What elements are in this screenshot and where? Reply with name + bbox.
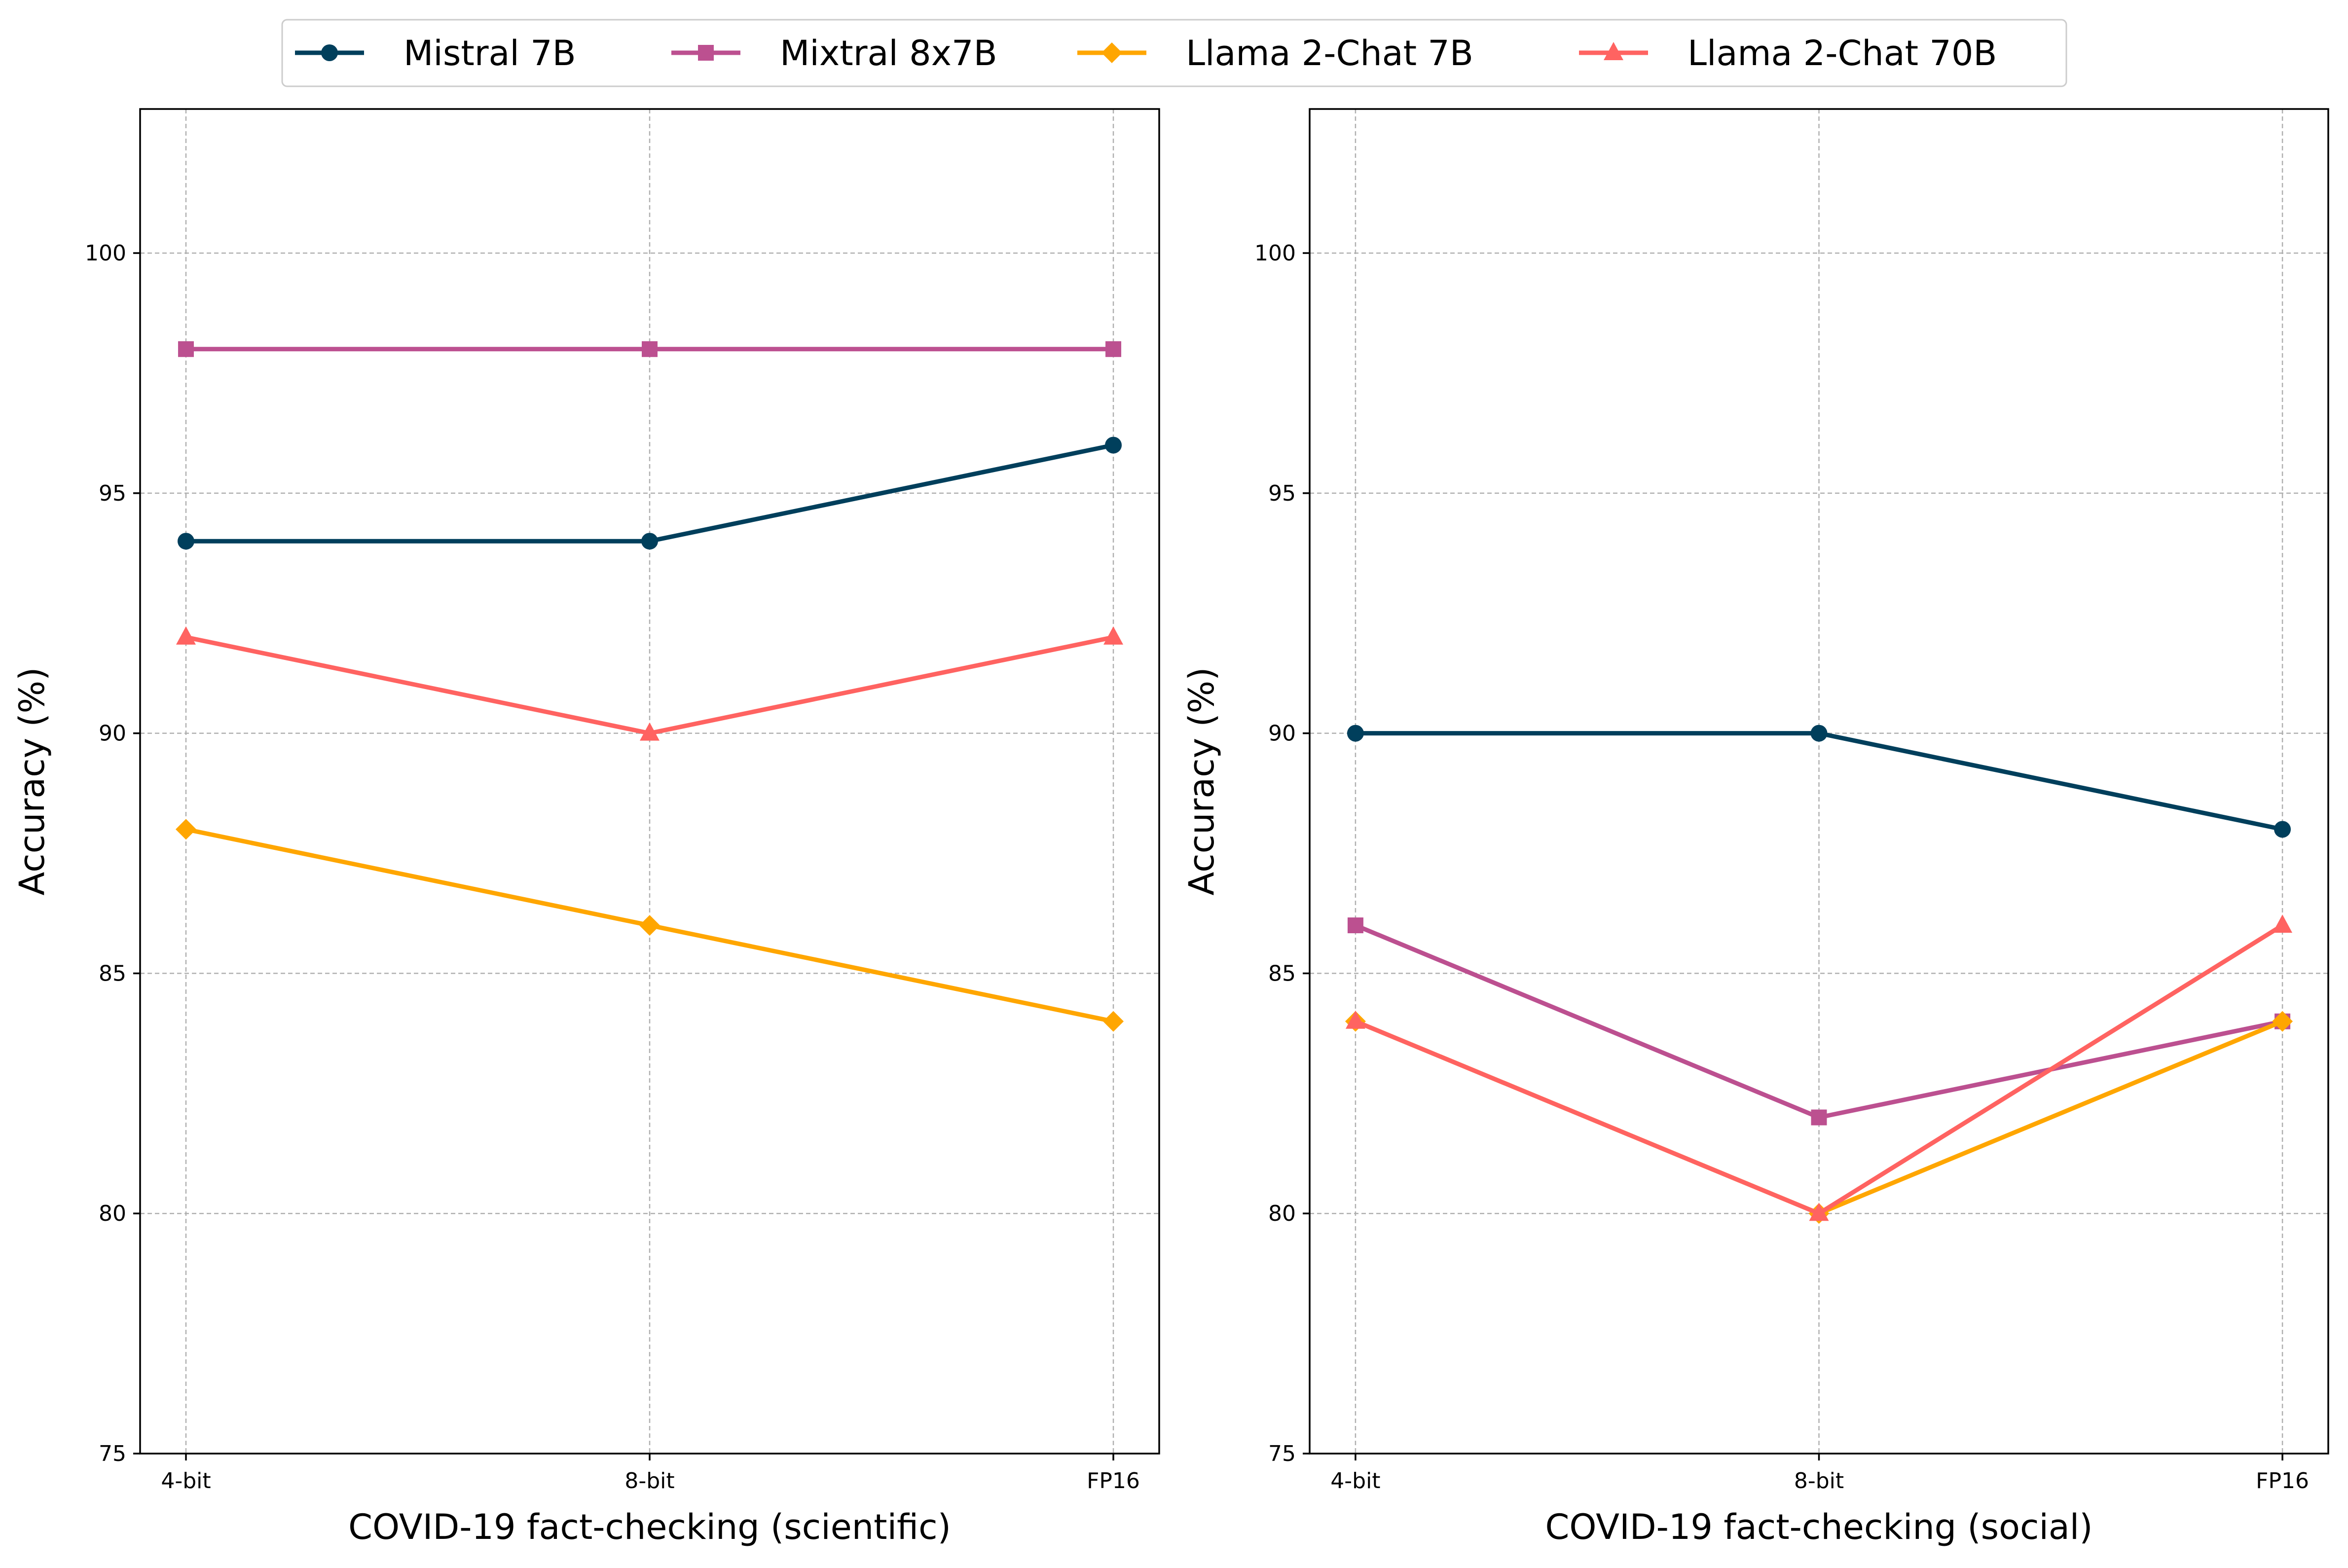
left-y-axis-title: Accuracy (%) xyxy=(12,667,52,896)
data-point-llama-2-chat-7b-fp16 xyxy=(2272,1011,2293,1032)
data-point-mistral-7b-8-bit xyxy=(641,533,658,550)
series-mistral-7b xyxy=(1347,725,2291,838)
data-point-mistral-7b-4-bit xyxy=(1347,725,1364,742)
data-point-mixtral-8x7b-fp16 xyxy=(1105,341,1122,357)
data-point-mixtral-8x7b-4-bit xyxy=(1347,917,1363,934)
y-tick-label-85: 85 xyxy=(99,961,126,986)
data-point-mistral-7b-fp16 xyxy=(2274,821,2291,838)
y-tick-label-95: 95 xyxy=(1268,481,1296,506)
series-mixtral-8x7b xyxy=(1347,917,2291,1126)
data-point-mistral-7b-4-bit xyxy=(177,533,194,550)
y-tick-label-75: 75 xyxy=(1268,1441,1296,1466)
y-tick-label-100: 100 xyxy=(1254,241,1296,266)
legend-label-llama-2-chat-7b: Llama 2-Chat 7B xyxy=(1186,33,1473,73)
series-llama-2-chat-70b xyxy=(176,626,1124,741)
legend-box xyxy=(281,19,2067,87)
legend-marker-mixtral-8x7b xyxy=(698,45,714,61)
series-mistral-7b xyxy=(177,437,1122,550)
legend-entry-mixtral-8x7b: Mixtral 8x7B xyxy=(671,33,997,73)
legend-entry-mistral-7b: Mistral 7B xyxy=(295,33,576,73)
legend-label-mistral-7b: Mistral 7B xyxy=(404,33,576,73)
y-tick-label-95: 95 xyxy=(99,481,126,506)
x-tick-label-4-bit: 4-bit xyxy=(161,1468,211,1494)
x-tick-label-fp16: FP16 xyxy=(1087,1468,1140,1494)
series-llama-2-chat-70b xyxy=(1345,914,2293,1221)
data-point-llama-2-chat-70b-8-bit xyxy=(640,722,660,741)
y-tick-label-80: 80 xyxy=(99,1201,126,1226)
right-grid xyxy=(1310,109,2328,1455)
left-x-axis-title: COVID-19 fact-checking (scientific) xyxy=(348,1507,951,1547)
right-y-axis-title: Accuracy (%) xyxy=(1181,667,1222,896)
data-point-mixtral-8x7b-4-bit xyxy=(178,341,194,357)
legend-label-mixtral-8x7b: Mixtral 8x7B xyxy=(780,33,997,73)
legend-label-llama-2-chat-70b: Llama 2-Chat 70B xyxy=(1688,33,1997,73)
x-tick-label-8-bit: 8-bit xyxy=(1794,1468,1844,1494)
data-point-mistral-7b-8-bit xyxy=(1810,725,1828,742)
x-tick-label-4-bit: 4-bit xyxy=(1330,1468,1380,1494)
legend-marker-mistral-7b xyxy=(321,44,338,61)
data-point-mixtral-8x7b-8-bit xyxy=(642,341,658,357)
y-tick-label-85: 85 xyxy=(1268,961,1296,986)
data-point-mixtral-8x7b-8-bit xyxy=(1811,1109,1827,1126)
data-point-llama-2-chat-70b-fp16 xyxy=(2273,914,2293,933)
data-point-llama-2-chat-70b-fp16 xyxy=(1103,626,1124,645)
y-tick-label-80: 80 xyxy=(1268,1201,1296,1226)
legend-marker-llama-2-chat-70b xyxy=(1604,42,1623,60)
series-llama-2-chat-7b xyxy=(175,819,1124,1032)
data-point-llama-2-chat-7b-fp16 xyxy=(1103,1011,1124,1032)
y-tick-label-90: 90 xyxy=(1268,721,1296,746)
data-point-llama-2-chat-70b-4-bit xyxy=(1345,1010,1365,1029)
legend: Mistral 7B Mixtral 8x7B Llama 2-Chat 7B Lla… xyxy=(281,19,2067,87)
data-point-mistral-7b-fp16 xyxy=(1105,437,1122,454)
series-mixtral-8x7b xyxy=(178,341,1122,357)
data-point-llama-2-chat-7b-8-bit xyxy=(639,915,660,936)
legend-marker-llama-2-chat-7b xyxy=(1101,42,1122,63)
x-tick-label-8-bit: 8-bit xyxy=(624,1468,674,1494)
y-tick-label-90: 90 xyxy=(99,721,126,746)
left-grid xyxy=(140,109,1159,1455)
y-tick-label-75: 75 xyxy=(99,1441,126,1466)
y-tick-label-100: 100 xyxy=(85,241,126,266)
left-chart-panel: 4-bit 8-bit FP16 75 80 85 90 95 100 COVID-19 fact… xyxy=(12,108,1160,1547)
data-point-llama-2-chat-70b-8-bit xyxy=(1809,1203,1829,1221)
legend-entry-llama-2-chat-70b: Llama 2-Chat 70B xyxy=(1579,33,1997,73)
right-chart-panel: 4-bit 8-bit FP16 75 80 85 90 95 100 COVID-19 fact… xyxy=(1181,108,2329,1547)
data-point-llama-2-chat-7b-4-bit xyxy=(175,819,196,840)
right-x-axis-title: COVID-19 fact-checking (social) xyxy=(1545,1507,2092,1547)
data-point-llama-2-chat-70b-4-bit xyxy=(176,626,196,645)
legend-entry-llama-2-chat-7b: Llama 2-Chat 7B xyxy=(1077,33,1473,73)
x-tick-label-fp16: FP16 xyxy=(2256,1468,2309,1494)
